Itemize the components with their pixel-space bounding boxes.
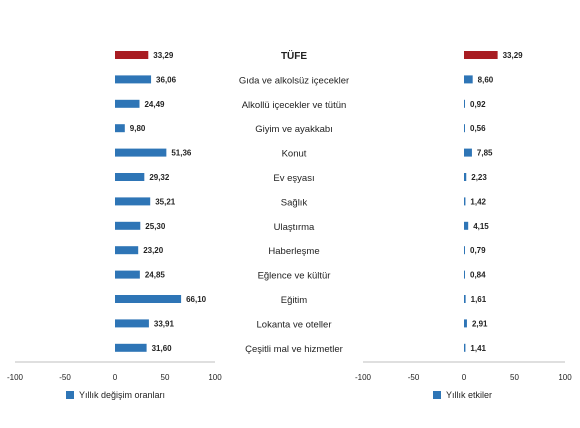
data-label: 35,21 [155,197,176,206]
data-label: 51,36 [171,149,192,158]
x-tick-label: 50 [510,373,519,382]
bar [115,221,141,230]
data-label: 25,30 [145,222,166,231]
data-label: 9,80 [130,124,146,133]
category-label: Konut [282,149,307,160]
data-label: 33,29 [503,51,524,60]
data-label: 0,79 [470,246,486,255]
bar [115,295,182,303]
category-label: Haberleşme [268,246,319,257]
bar [464,124,465,133]
category-label: Eğitim [281,295,307,306]
data-label: 24,49 [144,100,165,109]
bar [115,173,145,181]
category-label: Lokanta ve oteller [257,319,332,330]
data-label: 4,15 [473,222,489,231]
category-label: Sağlık [281,197,308,208]
x-tick-label: -100 [355,373,372,382]
bar [115,246,139,255]
data-label: 0,56 [470,124,486,133]
legend-right: Yıllık etkiler [433,390,492,400]
bar [464,148,472,157]
legend-swatch-left [66,391,74,399]
x-tick-label: -50 [408,373,420,382]
data-label: 0,92 [470,100,486,109]
x-tick-label: -100 [7,373,24,382]
bar [115,148,167,157]
category-label: Eğlence ve kültür [258,271,331,282]
data-label: 29,32 [149,173,170,182]
x-tick-label: 0 [462,373,467,382]
data-label: 1,61 [471,295,487,304]
x-tick-label: 100 [208,373,222,382]
data-label: 2,91 [472,319,488,328]
category-label: Çeşitli mal ve hizmetler [245,344,343,355]
legend-swatch-right [433,391,441,399]
bar [115,319,149,328]
data-label: 31,60 [152,344,173,353]
bar [464,319,467,328]
category-label: Giyim ve ayakkabı [255,124,333,135]
data-label: 2,23 [471,173,487,182]
data-label: 8,60 [478,75,494,84]
bar [464,197,466,206]
bar [464,295,466,303]
bar [464,270,465,279]
bar [115,270,140,279]
data-label: 23,20 [143,246,164,255]
category-label: TÜFE [281,49,307,62]
bar [464,75,473,84]
category-label: Alkollü içecekler ve tütün [242,100,347,111]
bar [115,99,140,108]
bar [115,124,125,133]
x-tick-label: 50 [161,373,170,382]
x-tick-label: 0 [113,373,118,382]
data-label: 33,91 [154,319,175,328]
data-label: 0,84 [470,271,486,280]
bar [464,221,469,230]
x-tick-label: 100 [558,373,572,382]
bar [464,343,466,352]
legend-left: Yıllık değişim oranları [66,390,165,400]
bar [115,343,147,352]
bar [115,197,151,206]
legend-label-left: Yıllık değişim oranları [79,390,166,400]
bar [115,51,149,59]
data-label: 1,41 [470,344,486,353]
data-label: 7,85 [477,149,493,158]
bar [464,173,467,181]
category-label: Ulaştırma [274,222,315,233]
data-label: 33,29 [153,51,174,60]
category-label: Ev eşyası [273,173,314,184]
category-label: Gıda ve alkolsüz içecekler [239,75,349,86]
legend-label-right: Yıllık etkiler [446,390,493,400]
bar [464,51,498,59]
data-label: 24,85 [145,271,166,280]
bar [115,75,152,84]
data-label: 1,42 [470,197,486,206]
bar [464,99,465,108]
data-label: 36,06 [156,75,177,84]
x-tick-label: -50 [59,373,71,382]
bar [464,246,465,255]
data-label: 66,10 [186,295,207,304]
